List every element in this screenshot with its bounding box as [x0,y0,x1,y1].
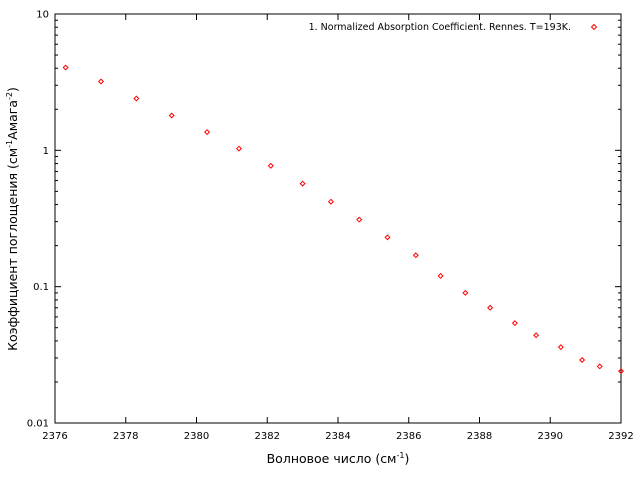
data-point [511,320,518,327]
data-point [557,344,564,351]
y-tick-label: 10 [36,10,49,21]
y-tick-label: 0.01 [27,419,49,430]
legend-marker [590,23,598,31]
data-point [437,272,444,279]
data-point [579,356,586,363]
x-tick-label: 2376 [42,431,67,442]
x-tick-label: 2390 [538,431,563,442]
x-tick-label: 2380 [184,431,209,442]
data-point [327,198,334,205]
x-tick-label: 2384 [325,431,350,442]
data-point [617,368,625,375]
x-tick-label: 2386 [396,431,421,442]
data-point [356,216,363,223]
x-axis-title: Волновое число (см-1) [267,451,410,466]
x-tick-label: 2388 [467,431,492,442]
x-tick-label: 2382 [255,431,280,442]
data-point [533,332,540,339]
data-point [204,129,211,136]
data-point [462,289,469,296]
x-tick-label: 2392 [608,431,633,442]
y-axis-title: Коэффициент поглощения (см-1Амага-2) [5,87,20,351]
plot-frame [54,13,622,424]
data-point [62,64,69,71]
data-points [62,64,625,375]
y-tick-label: 1 [43,146,49,157]
x-tick-label: 2378 [113,431,138,442]
legend-label: 1. Normalized Absorption Coefficient. Re… [309,22,571,33]
data-point [384,234,391,241]
data-point [97,78,104,85]
data-point [299,180,306,187]
data-point [596,363,603,370]
data-point [412,252,419,259]
data-point [487,304,494,311]
data-point [168,112,175,119]
data-point [235,145,242,152]
y-tick-label: 0.1 [33,282,49,293]
data-point [267,162,274,169]
data-point [133,95,140,102]
y-axis-ticks: 0.01 0.1 1 10 [27,10,621,430]
legend: 1. Normalized Absorption Coefficient. Re… [309,22,598,33]
x-axis-ticks: 2376 2378 2380 2382 2384 2386 2388 2390 2392 [42,14,634,442]
